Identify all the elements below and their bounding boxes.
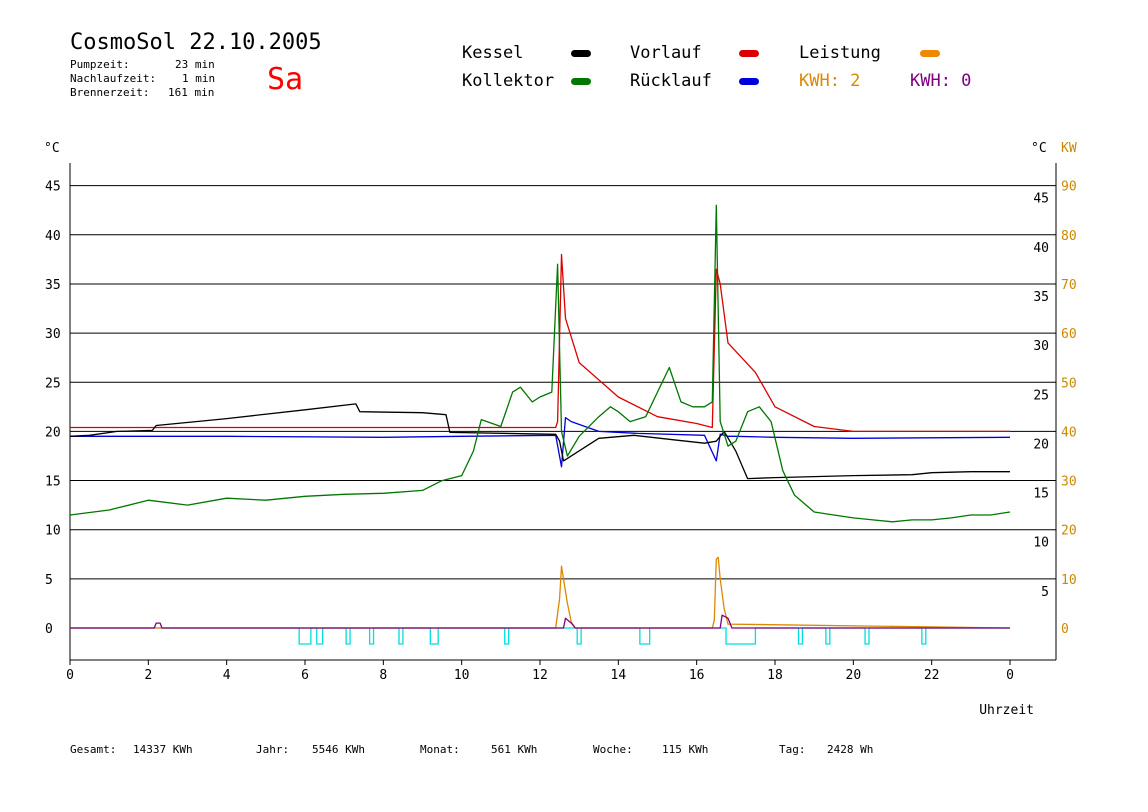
y-tick-label-right-temp: 35 [1033,290,1049,305]
x-tick-label: 6 [301,668,309,683]
footer-jahr-label: Jahr: [256,743,290,756]
pump-indicator-line [70,627,1010,645]
y-tick-label-right-power: 40 [1061,425,1077,440]
y-tick-label-right-temp: 45 [1033,192,1049,207]
x-tick-label: 10 [454,668,470,683]
series-kwh0-line [70,614,1010,629]
legend-kollektor-swatch [571,78,591,85]
legend-vorlauf-swatch [739,50,759,57]
y-tick-label-right-temp: 20 [1033,437,1049,452]
legend-kollektor-label: Kollektor [462,71,555,91]
y-tick-label-left: 10 [45,524,61,539]
y-tick-label-left: 15 [45,475,61,490]
footer-woche-value: 115 KWh [662,743,709,756]
y-tick-label-right-power: 0 [1061,622,1069,637]
y-tick-label-right-temp: 10 [1033,536,1049,551]
stat-brennerzeit-label: Brennerzeit: [70,86,150,99]
x-tick-label: 14 [611,668,627,683]
x-tick-label: 0 [66,668,74,683]
footer-monat-label: Monat: [420,743,460,756]
stat-nachlaufzeit-value: 1 min [182,72,216,85]
y-tick-label-left: 25 [45,376,61,391]
footer-jahr-value: 5546 KWh [312,743,365,756]
legend-kessel-swatch [571,50,591,57]
series-kessel-line [69,403,1010,480]
legend-leistung-label: Leistung [799,43,881,63]
legend-vorlauf-label: Vorlauf [630,43,702,63]
y-axis-label-right-power: KW [1061,141,1077,156]
legend-ruecklauf-swatch [739,78,759,85]
y-tick-label-right-temp: 5 [1041,585,1049,600]
y-axis-label-right-temp: °C [1031,141,1047,156]
footer-gesamt-value: 14337 KWh [133,743,193,756]
legend-leistung-swatch [920,50,940,57]
y-tick-label-left: 0 [45,622,53,637]
y-tick-label-right-power: 90 [1061,180,1077,195]
y-tick-label-right-power: 50 [1061,376,1077,391]
x-tick-label: 16 [689,668,705,683]
y-tick-label-left: 35 [45,278,61,293]
footer-tag-label: Tag: [779,743,806,756]
stat-pumpzeit-label: Pumpzeit: [70,58,130,71]
y-tick-label-left: 40 [45,229,61,244]
legend-kessel-label: Kessel [462,43,524,63]
y-tick-label-left: 20 [45,425,61,440]
x-axis-label: Uhrzeit [979,703,1034,718]
x-tick-label: 4 [223,668,231,683]
weekday-label: Sa [267,62,304,97]
y-tick-label-right-power: 10 [1061,573,1077,588]
x-tick-label: 20 [846,668,862,683]
y-tick-label-right-power: 70 [1061,278,1077,293]
y-tick-label-left: 5 [45,573,53,588]
y-tick-label-right-temp: 25 [1033,388,1049,403]
y-tick-label-left: 30 [45,327,61,342]
x-tick-label: 22 [924,668,940,683]
y-tick-label-right-temp: 40 [1033,241,1049,256]
y-tick-label-right-temp: 30 [1033,339,1049,354]
x-tick-label: 18 [767,668,783,683]
series-kollektor-line [69,204,1011,523]
y-tick-label-right-power: 20 [1061,524,1077,539]
x-tick-label: 2 [144,668,152,683]
stat-nachlaufzeit-label: Nachlaufzeit: [70,72,157,85]
y-tick-label-right-power: 30 [1061,475,1077,490]
stat-brennerzeit-value: 161 min [168,86,215,99]
x-tick-label: 8 [379,668,387,683]
footer-tag-value: 2428 Wh [827,743,874,756]
chart-title: CosmoSol 22.10.2005 [70,30,322,55]
series-ruecklauf-line [70,416,1011,468]
footer-woche-label: Woche: [593,743,633,756]
y-tick-label-right-power: 80 [1061,229,1077,244]
x-tick-label: 12 [532,668,548,683]
series-vorlauf-line [70,253,1010,433]
y-tick-label-right-temp: 15 [1033,487,1049,502]
stat-pumpzeit-value: 23 min [175,58,215,71]
legend-kwh2: KWH: 0 [910,71,972,91]
legend-ruecklauf-label: Rücklauf [630,71,712,91]
y-tick-label-left: 45 [45,180,61,195]
legend-kwh1: KWH: 2 [799,71,861,91]
footer-monat-value: 561 KWh [491,743,538,756]
footer-gesamt-label: Gesamt: [70,743,117,756]
series-leistung-line [70,556,1011,629]
x-tick-label: 0 [1006,668,1014,683]
y-tick-label-right-power: 60 [1061,327,1077,342]
y-axis-label-left: °C [44,141,60,156]
